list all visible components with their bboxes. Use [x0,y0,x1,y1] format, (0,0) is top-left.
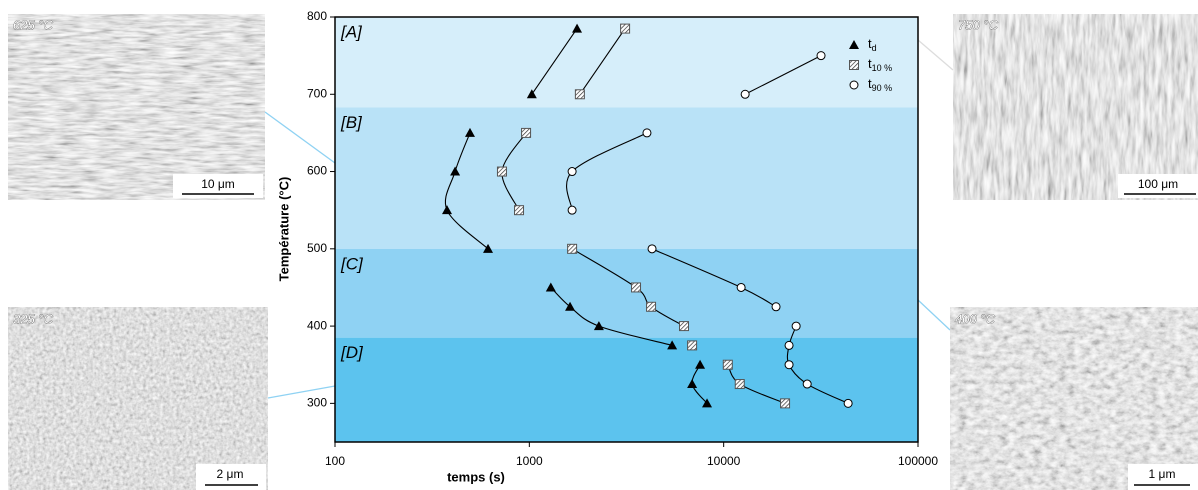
marker-circle [816,51,826,61]
region-label: [B] [340,113,363,132]
marker-triangle [565,301,576,311]
marker-square [780,398,791,409]
legend-name: t [868,76,872,91]
micrograph: 325 °C 2 μm [7,306,269,490]
connector [917,299,951,331]
marker-circle [740,89,750,99]
micrograph-image [953,14,1198,200]
marker-triangle [442,205,453,215]
scale-label: 2 μm [217,467,244,481]
micrograph-image [7,13,266,201]
marker-triangle [695,359,706,369]
marker-triangle [593,321,604,331]
marker-triangle [483,243,494,253]
scale-label: 100 μm [1138,177,1178,191]
marker-circle [843,398,853,408]
marker-triangle [702,398,713,408]
marker-triangle [545,282,556,292]
y-axis-label: Température (°C) [276,177,291,282]
micrograph-temperature: 625 °C [13,17,54,32]
marker-triangle [450,166,461,176]
connectors [264,39,954,399]
marker-square [631,282,642,293]
legend-name: t [868,36,872,51]
legend-label: t10 % [868,56,892,73]
x-tick-label: 1000 [516,454,543,468]
micrograph-temperature: 750 °C [958,17,999,32]
micrograph: 750 °C 100 μm [953,14,1198,200]
marker-square [687,340,698,351]
legend-subscript: 10 % [872,63,893,73]
plot-frame [334,16,919,443]
marker-triangle [526,89,537,99]
marker-square [567,243,578,254]
fit-curve [744,55,822,95]
region [335,337,918,442]
marker-circle [791,321,801,331]
connector [917,39,954,71]
y-tick-label: 800 [307,9,327,23]
marker-square [496,166,507,177]
plot: [A] [B] [C] [D] 300 400 500 600 700 800 100 1000 100… [307,9,938,468]
y-tick-label: 400 [307,318,327,332]
micrograph-image [7,306,269,490]
region-label: [C] [340,254,364,273]
marker-circle [567,167,577,177]
marker-circle [567,205,577,215]
marker-circle [802,379,812,389]
micrograph-image [949,306,1198,490]
x-axis-label: temps (s) [447,469,505,484]
fit-curve [571,248,685,327]
y-tick-label: 300 [307,396,327,410]
marker-circle [647,244,657,254]
region [335,248,918,338]
x-tick-label: 100 [325,454,345,468]
legend-marker [849,40,859,49]
marker-triangle [687,379,698,389]
y-tick-label: 700 [307,86,327,100]
marker-circle [784,340,794,350]
marker-square [574,89,585,100]
connector [267,385,336,399]
region-label: [A] [340,22,363,41]
scale-label: 10 μm [201,177,235,191]
marker-square [646,301,657,312]
region-label: [D] [340,343,364,362]
marker-square [521,127,532,138]
micrograph: 625 °C 10 μm [7,13,266,201]
micrograph-temperature: 400 °C [955,311,996,326]
legend-subscript: 90 % [872,83,893,93]
marker-square [734,379,745,390]
y-tick-label: 600 [307,164,327,178]
marker-square [514,205,525,216]
marker-square [620,23,631,34]
legend-name: t [868,56,872,71]
marker-square [722,359,733,370]
legend-marker [849,80,859,90]
marker-square [678,321,689,332]
marker-circle [771,302,781,312]
marker-triangle [572,23,583,33]
marker-circle [642,128,652,138]
marker-triangle [667,340,678,350]
x-tick-label: 10000 [707,454,741,468]
micrograph: 400 °C 1 μm [949,306,1198,490]
legend-label: td [868,36,877,53]
micrograph-temperature: 325 °C [13,311,54,326]
connector [264,111,336,164]
fit-curve [550,287,673,346]
legend-label: t90 % [868,76,892,93]
y-tick-label: 500 [307,241,327,255]
x-tick-label: 100000 [898,454,938,468]
marker-circle [736,282,746,292]
legend-subscript: d [872,43,877,53]
fit-curve [444,132,489,250]
marker-circle [784,360,794,370]
region [335,107,918,249]
marker-triangle [464,127,475,137]
scale-label: 1 μm [1149,467,1176,481]
legend-marker [849,60,859,70]
